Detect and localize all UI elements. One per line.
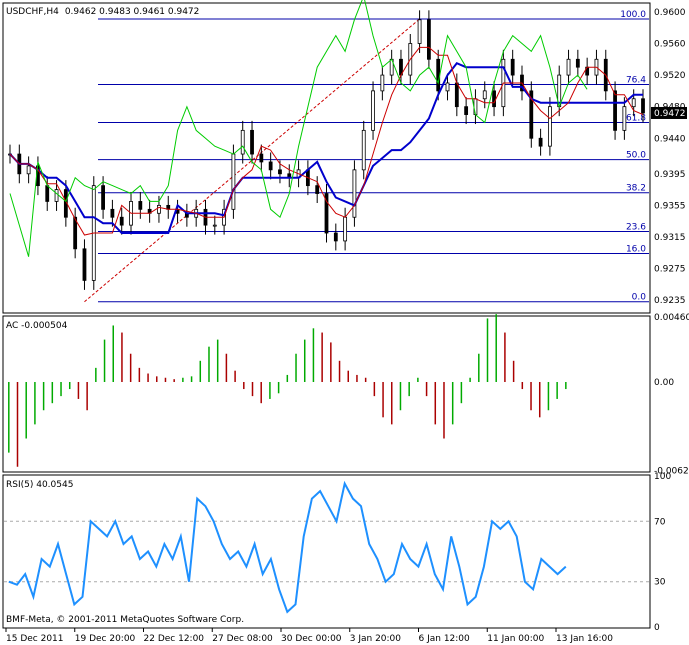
ac-axis-label: 0.00	[654, 378, 674, 388]
x-axis-label: 27 Dec 08:00	[212, 634, 273, 644]
x-axis-label: 15 Dec 2011	[6, 634, 64, 644]
candle	[250, 120, 254, 164]
ac-panel-frame	[2, 315, 651, 473]
price-axis-label: 0.9560	[654, 39, 686, 49]
kijun-sen-line	[9, 61, 643, 234]
fib-label-4: 38.2	[626, 184, 646, 194]
price-axis-label: 0.9315	[654, 233, 686, 243]
last-price-badge	[651, 106, 687, 119]
chikou-span-line	[9, 0, 588, 257]
fib-label-1: 76.4	[626, 76, 646, 86]
candle	[380, 65, 385, 101]
candle	[231, 144, 236, 219]
price-axis-label: 0.9440	[654, 134, 686, 144]
x-axis-label: 11 Jan 00:00	[487, 634, 544, 644]
rsi-axis-label: 70	[654, 517, 666, 527]
rsi-axis-label: 100	[654, 472, 671, 482]
candle	[324, 184, 329, 243]
price-axis-label: 0.9275	[654, 265, 686, 275]
candle	[464, 97, 469, 125]
copyright-text: BMF-Meta, © 2001-2011 MetaQuotes Softwar…	[6, 615, 244, 625]
candle	[622, 97, 627, 140]
x-axis-label: 22 Dec 12:00	[144, 634, 205, 644]
tenkan-sen-line	[9, 46, 644, 236]
ac-plot	[8, 314, 567, 467]
rsi-axis-label: 30	[654, 578, 666, 588]
candle	[566, 49, 571, 85]
candle	[482, 81, 487, 109]
x-axis-label: 3 Jan 20:00	[350, 634, 402, 644]
candle	[445, 73, 450, 101]
candle	[361, 120, 366, 180]
candle	[538, 128, 543, 156]
candle	[82, 239, 87, 290]
candle	[73, 207, 78, 259]
price-axis-label: 0.9600	[654, 8, 686, 18]
candle	[575, 49, 580, 77]
ac-axis-label: -0.00625	[654, 466, 689, 476]
price-panel-frame	[2, 2, 651, 314]
candle	[529, 81, 534, 148]
candle	[417, 10, 422, 53]
fib-label-3: 50.0	[626, 151, 646, 161]
fib-label-2: 61.8	[626, 113, 646, 123]
rsi-line	[8, 480, 567, 614]
ac-axis-label: 0.00460	[654, 313, 689, 323]
x-axis-label: 30 Dec 00:00	[281, 634, 342, 644]
candle	[212, 215, 217, 235]
fib-trend-line	[84, 18, 420, 303]
rsi-plot	[4, 480, 649, 614]
price-axis-label: 0.9355	[654, 201, 686, 211]
candle	[101, 176, 105, 219]
ac-panel-title: AC -0.000504	[6, 321, 68, 331]
rsi-panel-frame	[2, 474, 651, 629]
fib-label-0: 100.0	[620, 10, 646, 20]
rsi-axis-label: 0	[654, 623, 660, 633]
candle	[352, 160, 357, 227]
candle	[426, 10, 431, 69]
candle	[371, 81, 375, 140]
x-axis-label: 19 Dec 20:00	[75, 634, 136, 644]
price-plot: 100.0 76.4 61.8 50.0 38.2 23.6 16.0 0.0	[8, 0, 649, 303]
candle	[631, 89, 636, 117]
price-axis-label: 0.9520	[654, 71, 686, 81]
candle	[268, 152, 273, 180]
candle	[240, 120, 245, 164]
candle	[613, 81, 617, 140]
x-axis-label: 13 Jan 16:00	[556, 634, 613, 644]
candle	[333, 223, 338, 251]
price-panel-title: USDCHF,H4 0.9462 0.9483 0.9461 0.9472	[6, 7, 199, 17]
candle	[138, 191, 143, 219]
fib-label-5: 23.6	[626, 222, 646, 232]
candle	[510, 49, 515, 85]
x-axis-labels: 15 Dec 2011 19 Dec 20:00 22 Dec 12:00 27 De…	[5, 628, 613, 644]
fib-label-6: 16.0	[626, 245, 646, 255]
price-axis-label: 0.9235	[654, 296, 686, 306]
price-axis-label: 0.9395	[654, 170, 686, 180]
fib-label-7: 0.0	[632, 293, 647, 303]
candle	[54, 180, 59, 211]
candle	[548, 97, 552, 156]
candle	[26, 156, 31, 184]
last-price-badge-text: 0.9472	[654, 109, 686, 119]
candle	[315, 176, 320, 204]
candle	[259, 144, 264, 172]
x-axis-label: 6 Jan 12:00	[419, 634, 471, 644]
candle	[119, 207, 124, 235]
rsi-panel-title: RSI(5) 40.0545	[6, 480, 73, 490]
